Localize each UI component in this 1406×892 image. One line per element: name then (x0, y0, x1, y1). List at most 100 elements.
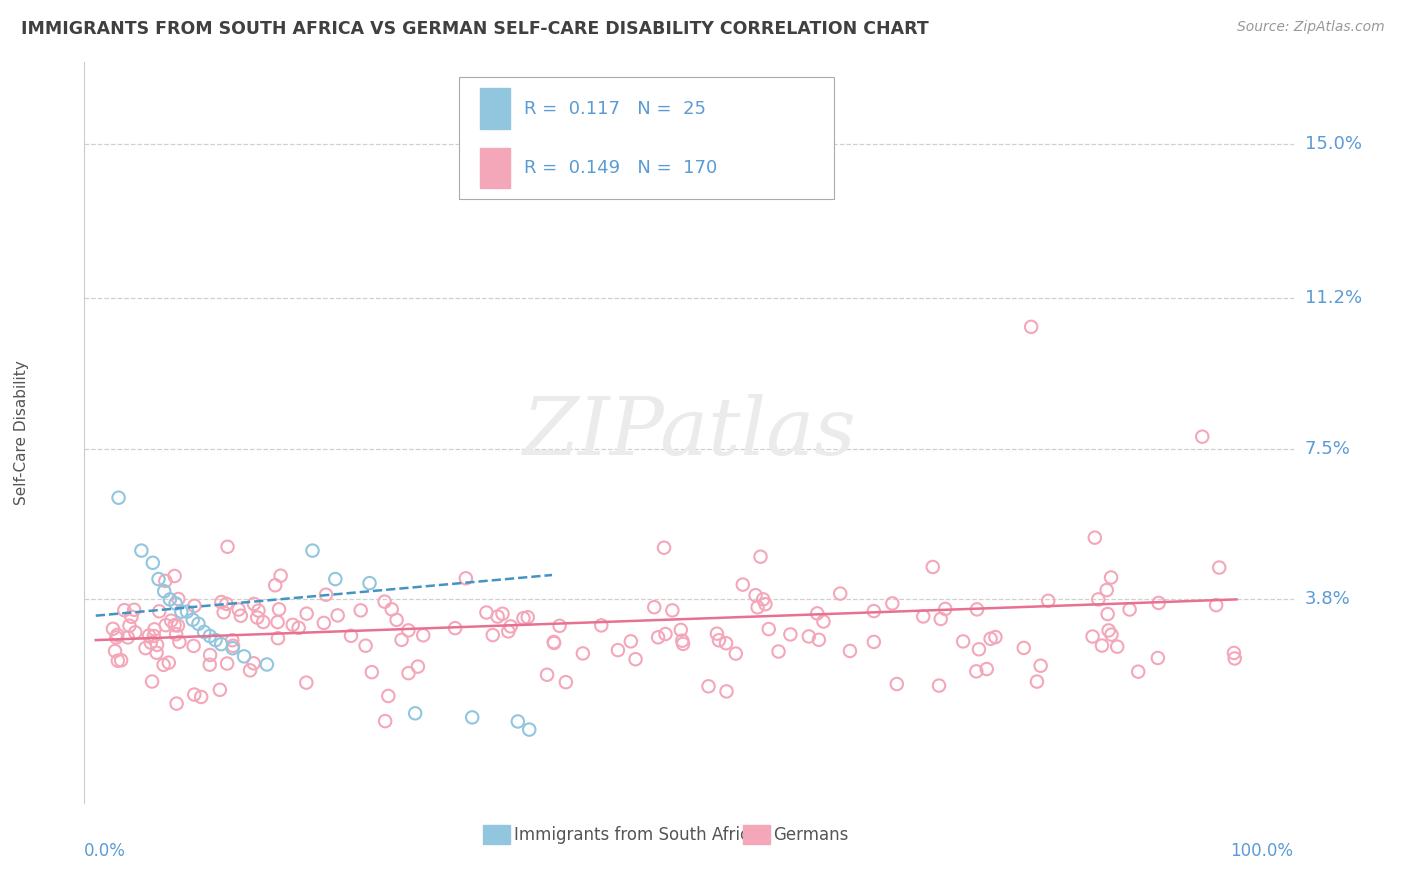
Point (198, 629, 221, 643)
Point (1029, 658, 1052, 673)
Point (548, 619, 571, 633)
Point (139, 635, 162, 649)
Point (118, 618, 141, 632)
Text: 15.0%: 15.0% (1305, 135, 1361, 153)
Point (209, 637, 232, 651)
Point (499, 619, 522, 633)
Point (187, 616, 209, 631)
Point (1118, 602, 1140, 616)
Point (444, 621, 467, 635)
Text: Germans: Germans (773, 826, 849, 844)
Point (647, 630, 669, 644)
Text: 3.8%: 3.8% (1305, 591, 1350, 608)
Point (252, 615, 274, 629)
Point (112, 603, 135, 617)
Point (198, 648, 221, 662)
Point (166, 697, 188, 711)
Point (1223, 651, 1246, 665)
Point (117, 631, 139, 645)
Point (145, 646, 167, 660)
Point (110, 653, 132, 667)
Point (295, 675, 318, 690)
Point (498, 624, 520, 639)
Point (101, 622, 124, 636)
Point (966, 602, 988, 616)
Point (170, 605, 193, 619)
Point (176, 605, 198, 619)
Point (928, 679, 950, 693)
Point (406, 659, 429, 673)
Point (359, 576, 381, 591)
Point (1087, 592, 1109, 607)
Point (221, 641, 243, 656)
Point (190, 690, 212, 704)
Point (536, 667, 558, 681)
Point (967, 642, 990, 657)
Point (105, 628, 128, 642)
Bar (484, 825, 510, 844)
Text: 0.0%: 0.0% (84, 842, 127, 860)
Point (167, 592, 190, 607)
Point (768, 644, 790, 658)
Point (620, 634, 643, 648)
Point (124, 625, 146, 640)
Point (181, 613, 204, 627)
Point (270, 568, 292, 582)
Point (107, 654, 129, 668)
Point (193, 624, 215, 639)
Point (797, 629, 820, 643)
Point (157, 656, 180, 670)
Point (929, 612, 952, 626)
Point (980, 632, 1002, 646)
Text: 7.5%: 7.5% (1305, 440, 1351, 458)
Point (1099, 570, 1122, 584)
Point (1097, 624, 1119, 638)
Point (863, 635, 886, 649)
Point (779, 627, 801, 641)
Point (1208, 560, 1230, 574)
Point (1107, 640, 1129, 654)
Point (886, 677, 908, 691)
Point (863, 604, 886, 618)
Point (243, 597, 266, 611)
Point (148, 604, 170, 618)
Point (287, 621, 309, 635)
Point (374, 714, 396, 728)
Point (142, 629, 165, 643)
Point (716, 684, 738, 698)
Point (512, 611, 534, 625)
Point (165, 597, 187, 611)
Point (152, 657, 174, 672)
Point (183, 599, 205, 613)
Point (198, 657, 221, 672)
Point (652, 541, 675, 555)
Point (517, 723, 540, 737)
Point (1147, 651, 1170, 665)
Point (142, 556, 165, 570)
Point (697, 679, 720, 693)
Point (374, 594, 396, 608)
Point (606, 643, 628, 657)
Point (165, 627, 187, 641)
Point (643, 600, 665, 615)
Point (882, 596, 904, 610)
Point (806, 607, 828, 621)
Point (984, 630, 1007, 644)
Point (1095, 582, 1118, 597)
Point (217, 540, 239, 554)
Point (749, 549, 772, 564)
Point (155, 618, 177, 632)
Point (912, 609, 935, 624)
Point (167, 618, 190, 632)
Text: IMMIGRANTS FROM SOUTH AFRICA VS GERMAN SELF-CARE DISABILITY CORRELATION CHART: IMMIGRANTS FROM SOUTH AFRICA VS GERMAN S… (21, 20, 929, 37)
Point (839, 644, 862, 658)
Point (543, 636, 565, 650)
Text: ZIPatlas: ZIPatlas (522, 394, 856, 471)
Point (1026, 674, 1049, 689)
Text: 11.2%: 11.2% (1305, 289, 1362, 308)
Point (516, 610, 538, 624)
Point (209, 595, 232, 609)
Point (204, 633, 226, 648)
Point (360, 665, 382, 680)
Point (1097, 607, 1119, 621)
